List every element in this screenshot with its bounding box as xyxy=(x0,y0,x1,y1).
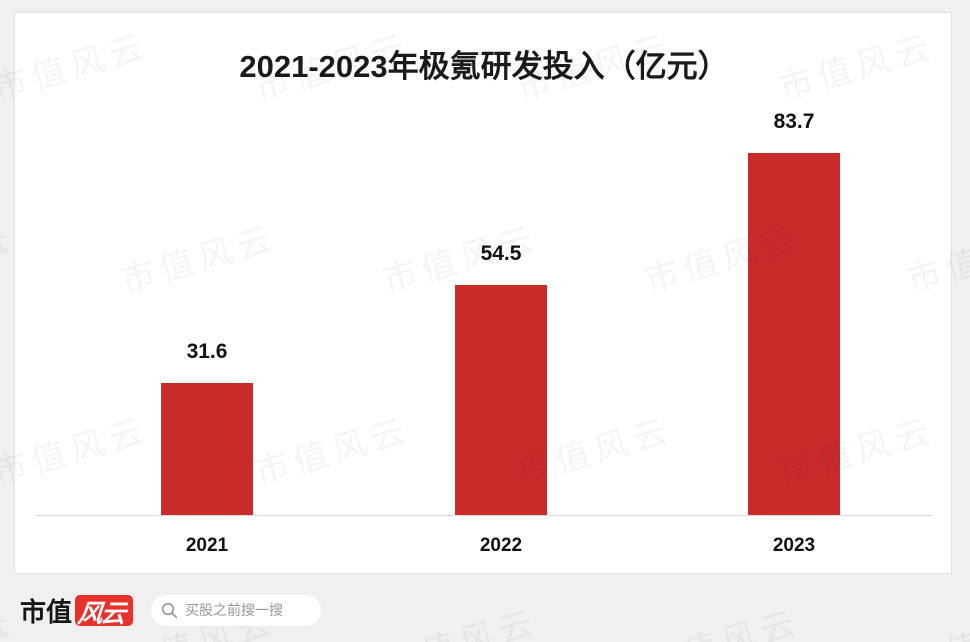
x-axis-baseline xyxy=(35,515,933,516)
bar-2023[interactable] xyxy=(748,153,840,515)
bar-group-2021[interactable]: 31.6 2021 xyxy=(161,340,253,556)
search-icon xyxy=(161,602,178,618)
bar-value-label: 54.5 xyxy=(480,242,522,265)
brand-name-text: 市值 xyxy=(20,597,73,628)
category-label-2021: 2021 xyxy=(185,535,229,556)
category-label-2022: 2022 xyxy=(479,535,523,556)
search-box[interactable]: 买股之前搜一搜 xyxy=(151,594,322,626)
brand-badge: 风云 xyxy=(75,594,134,626)
bar-value-label: 83.7 xyxy=(773,110,815,133)
chart-title: 2021-2023年极氪研发投入（亿元） xyxy=(239,49,729,84)
footer-bar: 市值 风云 买股之前搜一搜 xyxy=(0,578,970,642)
bar-chart-plot-area: 31.6 2021 54.5 2022 83.7 2023 xyxy=(15,13,953,575)
search-input-placeholder[interactable]: 买股之前搜一搜 xyxy=(185,603,284,619)
bar-2022[interactable] xyxy=(455,285,547,515)
bar-value-label: 31.6 xyxy=(186,340,228,363)
bar-group-2023[interactable]: 83.7 2023 xyxy=(748,110,840,556)
brand-logo[interactable]: 市值 风云 xyxy=(20,592,134,629)
category-label-2023: 2023 xyxy=(772,535,816,556)
chart-card: 2021-2023年极氪研发投入（亿元） 31.6 2021 54.5 2022… xyxy=(14,12,952,574)
bar-group-2022[interactable]: 54.5 2022 xyxy=(455,242,547,556)
brand-badge-text: 风云 xyxy=(76,598,126,626)
bar-2021[interactable] xyxy=(161,383,253,515)
